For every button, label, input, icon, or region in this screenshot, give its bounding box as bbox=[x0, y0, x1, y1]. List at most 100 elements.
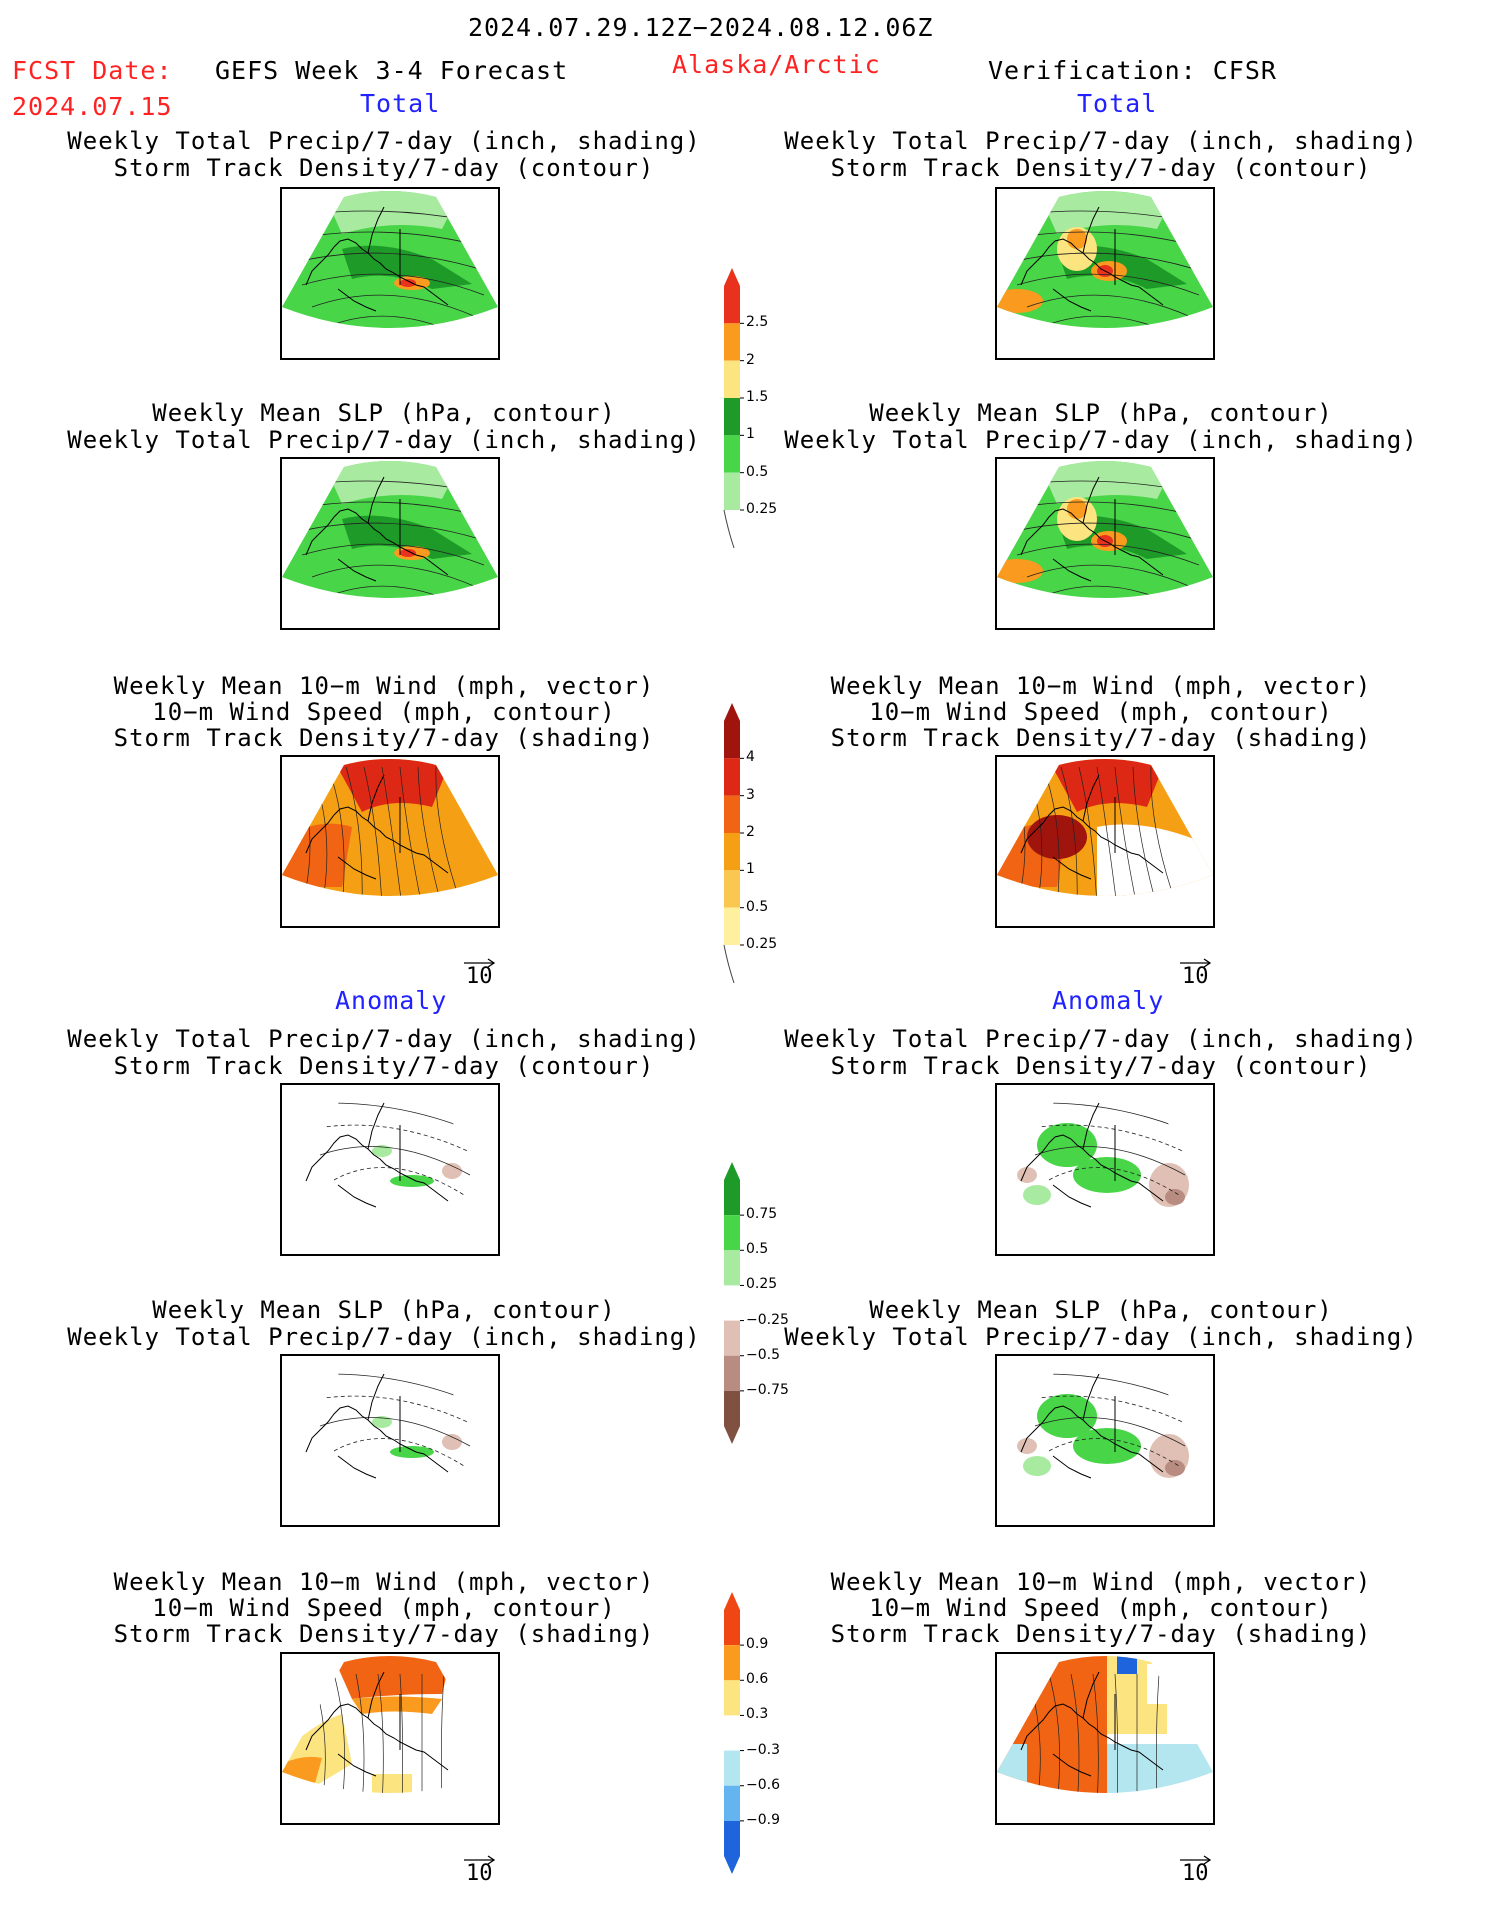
contour bbox=[305, 1395, 477, 1427]
vector-ref-l6: 10 bbox=[462, 1851, 498, 1885]
title-r2-line1: Weekly Mean SLP (hPa, contour) bbox=[869, 399, 1333, 427]
title-l3-line3: Storm Track Density/7-day (shading) bbox=[113, 724, 655, 752]
map-svg bbox=[282, 1087, 498, 1224]
contour bbox=[333, 1673, 346, 1793]
contour bbox=[1114, 766, 1138, 896]
coastline bbox=[305, 774, 449, 880]
colorbar-swatch bbox=[724, 795, 740, 833]
field-shading bbox=[352, 1696, 442, 1714]
colorbar-label: 2 bbox=[746, 351, 755, 368]
map-svg bbox=[997, 759, 1213, 896]
title-l4-line2: Storm Track Density/7-day (contour) bbox=[113, 1052, 655, 1080]
map-total-slp-forecast bbox=[280, 457, 500, 630]
field-shading bbox=[1047, 759, 1167, 812]
field-shading bbox=[1165, 1189, 1185, 1205]
field-shading bbox=[400, 279, 416, 287]
map-total-slp-verification bbox=[995, 457, 1215, 630]
colorbar-swatch bbox=[724, 703, 740, 721]
colorbar-swatch bbox=[724, 1180, 740, 1216]
colorbar-swatch bbox=[724, 1285, 740, 1321]
contour bbox=[1016, 273, 1200, 296]
colorbar-swatch bbox=[724, 1610, 740, 1646]
contour bbox=[1026, 294, 1192, 318]
field-shading bbox=[282, 1087, 498, 1224]
colorbar-label: 0.5 bbox=[746, 463, 769, 480]
vector-ref-label: 10 bbox=[1182, 964, 1209, 989]
colorbar-label: 2 bbox=[746, 824, 755, 840]
right-anomaly-label: Anomaly bbox=[1052, 986, 1165, 1015]
contour bbox=[1092, 1673, 1099, 1793]
colorbar-swatch bbox=[724, 1355, 740, 1391]
map-svg bbox=[997, 1656, 1213, 1793]
colorbar-graphic bbox=[723, 268, 744, 549]
colorbar-swatch bbox=[724, 1750, 740, 1786]
colorbar-swatch bbox=[724, 758, 740, 796]
contour bbox=[333, 1438, 465, 1467]
vector-ref-label: 10 bbox=[1182, 1861, 1209, 1886]
contour bbox=[1006, 252, 1208, 274]
field-shading bbox=[400, 549, 416, 557]
field-shading bbox=[442, 1163, 462, 1179]
fcst-date-value: 2024.07.15 bbox=[12, 92, 173, 121]
colorbar-label: 0.5 bbox=[746, 1241, 769, 1258]
colorbar-swatch bbox=[724, 1856, 740, 1874]
colorbar-precip-anom: 0.75 0.5 0.25 −0.25 −0.5 −0.75 bbox=[718, 1162, 808, 1444]
colorbar-swatch bbox=[724, 870, 740, 908]
colorbar-swatch bbox=[724, 1215, 740, 1251]
field-shading bbox=[1165, 1460, 1185, 1476]
colorbar-label: 4 bbox=[746, 749, 755, 766]
contour bbox=[377, 1673, 384, 1793]
contour bbox=[311, 564, 477, 588]
colorbar-swatch bbox=[724, 1162, 740, 1180]
map-anom-slp-verification bbox=[995, 1354, 1215, 1527]
map-svg bbox=[282, 759, 498, 896]
colorbar-swatch bbox=[724, 721, 740, 759]
field-shading bbox=[1017, 1438, 1037, 1454]
vector-arrow bbox=[1180, 1855, 1212, 1865]
contour bbox=[417, 766, 443, 896]
title-l1-line1: Weekly Total Precip/7-day (inch, shading… bbox=[67, 127, 701, 155]
colorbar-swatch bbox=[724, 286, 740, 324]
contour bbox=[1006, 522, 1208, 544]
contour bbox=[1034, 1417, 1186, 1447]
title-l2-line1: Weekly Mean SLP (hPa, contour) bbox=[152, 399, 616, 427]
contour bbox=[399, 1673, 404, 1793]
colorbar-track-total: 4 3 2 1 0.5 0.25 bbox=[718, 703, 808, 985]
colorbar-swatch bbox=[724, 1715, 740, 1751]
colorbar-swatch bbox=[724, 1320, 740, 1356]
field-shading bbox=[997, 1656, 1107, 1793]
coastline bbox=[1020, 1373, 1164, 1479]
field-shading bbox=[1117, 1656, 1137, 1674]
colorbar-label: 0.6 bbox=[746, 1671, 769, 1688]
map-svg bbox=[282, 461, 498, 598]
title-r1-line2: Storm Track Density/7-day (contour) bbox=[830, 154, 1372, 182]
title-r3-line1: Weekly Mean 10−m Wind (mph, vector) bbox=[830, 672, 1372, 700]
colorbar-label: 2.5 bbox=[746, 314, 769, 331]
title-r4-line2: Storm Track Density/7-day (contour) bbox=[830, 1052, 1372, 1080]
colorbar-swatch bbox=[724, 1820, 740, 1856]
map-svg bbox=[282, 191, 498, 328]
colorbar-label: 1 bbox=[746, 861, 755, 878]
title-l6-line1: Weekly Mean 10−m Wind (mph, vector) bbox=[113, 1568, 655, 1596]
colorbar-label: 0.25 bbox=[746, 936, 778, 952]
coastline bbox=[1020, 774, 1164, 880]
title-l5-line2: Weekly Total Precip/7-day (inch, shading… bbox=[67, 1323, 701, 1351]
colorbar-label: −0.3 bbox=[746, 1741, 780, 1758]
colorbar-label: 0.25 bbox=[746, 1276, 778, 1293]
colorbar-swatch bbox=[724, 1250, 740, 1286]
contour bbox=[319, 1417, 471, 1447]
title-l1-line2: Storm Track Density/7-day (contour) bbox=[113, 154, 655, 182]
coastline bbox=[305, 1373, 449, 1479]
vector-ref-label: 10 bbox=[466, 964, 493, 989]
title-r6-line3: Storm Track Density/7-day (shading) bbox=[830, 1620, 1372, 1648]
title-r3-line2: 10−m Wind Speed (mph, contour) bbox=[869, 698, 1333, 726]
field-shading bbox=[282, 1358, 498, 1495]
colorbar-label: 0.5 bbox=[746, 898, 769, 915]
title-r5-line1: Weekly Mean SLP (hPa, contour) bbox=[869, 1296, 1333, 1324]
title-r6-line2: 10−m Wind Speed (mph, contour) bbox=[869, 1594, 1333, 1622]
field-shading bbox=[1037, 1123, 1097, 1167]
field-shading bbox=[372, 1774, 412, 1793]
contour bbox=[1034, 1146, 1186, 1176]
field-shading bbox=[997, 289, 1043, 313]
field-shading bbox=[1147, 1664, 1177, 1704]
